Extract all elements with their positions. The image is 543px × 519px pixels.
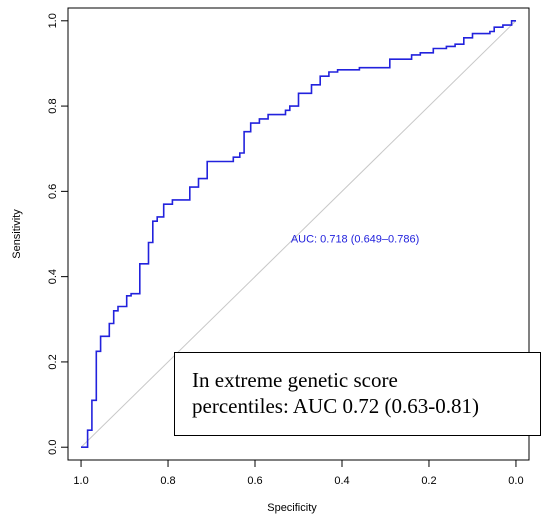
y-tick-label: 0.8 xyxy=(47,98,59,113)
callout-line-1: In extreme genetic score xyxy=(192,368,398,392)
reference-diagonal xyxy=(80,20,517,448)
x-axis: 1.0 0.8 0.6 0.4 0.2 0.0 xyxy=(73,460,524,487)
plot-frame xyxy=(67,7,530,461)
x-tick-label: 0.4 xyxy=(334,475,349,487)
x-axis-title: Specificity xyxy=(267,502,317,514)
y-tick-label: 0.0 xyxy=(47,440,59,455)
y-tick-label: 0.6 xyxy=(47,184,59,199)
x-tick-label: 0.8 xyxy=(160,475,175,487)
y-axis-title: Sensitivity xyxy=(11,209,23,259)
roc-curve xyxy=(81,20,516,448)
x-tick-label: 1.0 xyxy=(73,475,88,487)
x-tick-label: 0.0 xyxy=(508,475,523,487)
y-tick-label: 1.0 xyxy=(47,13,59,28)
y-tick-label: 0.4 xyxy=(47,269,59,284)
y-axis: 0.0 0.2 0.4 0.6 0.8 1.0 xyxy=(47,13,68,455)
callout-box: In extreme genetic score percentiles: AU… xyxy=(174,352,541,436)
y-tick-label: 0.2 xyxy=(47,354,59,369)
callout-line-2: percentiles: AUC 0.72 (0.63-0.81) xyxy=(192,394,479,418)
x-tick-label: 0.2 xyxy=(421,475,436,487)
auc-label: AUC: 0.718 (0.649–0.786) xyxy=(291,234,419,246)
x-tick-label: 0.6 xyxy=(247,475,262,487)
